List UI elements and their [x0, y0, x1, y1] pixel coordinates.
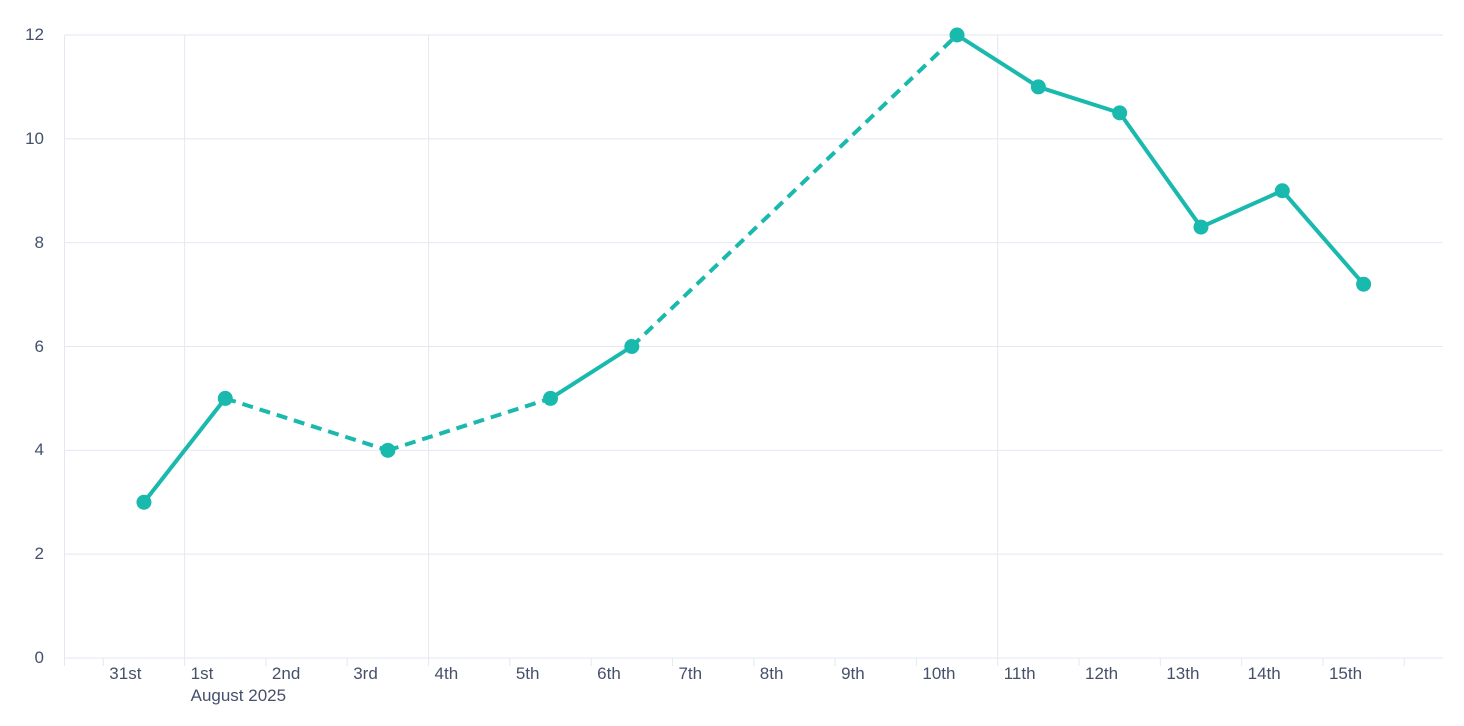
- series-segment-solid: [1117, 110, 1203, 230]
- month-label: August 2025: [190, 686, 287, 705]
- y-axis-tick-label: 0: [34, 648, 44, 667]
- data-point-marker[interactable]: [380, 442, 396, 458]
- series-segment-solid: [1280, 188, 1366, 287]
- data-point-marker[interactable]: [1030, 79, 1046, 95]
- x-axis-tick-label: 7th: [678, 664, 703, 683]
- data-point-marker[interactable]: [1193, 219, 1209, 235]
- x-axis-tick-label: 5th: [515, 664, 540, 683]
- series-segment-solid: [548, 344, 634, 401]
- x-axis-tick-label: 4th: [434, 664, 459, 683]
- x-axis-tick-label: 2nd: [271, 664, 301, 683]
- series-segment-dashed: [387, 396, 552, 453]
- data-point-marker[interactable]: [1112, 105, 1128, 121]
- series-segment-solid: [955, 33, 1041, 89]
- y-axis-tick-label: 12: [25, 25, 44, 44]
- y-axis-tick-label: 4: [34, 440, 44, 460]
- data-point-marker[interactable]: [624, 339, 640, 354]
- x-axis-tick-label: 14th: [1247, 664, 1281, 683]
- series-segment-dashed: [630, 33, 959, 348]
- data-point-marker[interactable]: [136, 494, 152, 510]
- x-axis-tick-label: 3rd: [353, 664, 378, 683]
- series-segment-solid: [1198, 188, 1285, 230]
- x-axis-tick-label: 12th: [1085, 664, 1119, 683]
- x-axis-tick-label: 10th: [922, 664, 956, 683]
- data-point-marker[interactable]: [217, 390, 233, 406]
- x-axis-tick-label: 15th: [1328, 664, 1363, 683]
- data-point-marker[interactable]: [1274, 183, 1290, 199]
- y-axis-tick-label: 2: [34, 544, 44, 564]
- x-axis-tick-label: 8th: [759, 664, 784, 683]
- x-axis-tick-label: 1st: [190, 664, 214, 683]
- y-axis-tick-label: 8: [34, 232, 44, 252]
- data-point-marker[interactable]: [543, 390, 559, 406]
- x-axis-tick-label: 31st: [109, 664, 142, 683]
- series-segment-solid: [1036, 84, 1122, 115]
- x-axis-tick-label: 6th: [597, 664, 621, 683]
- x-axis-tick-label: 11th: [1003, 664, 1036, 683]
- series-segment-dashed: [224, 396, 389, 453]
- y-axis-tick-label: 6: [34, 336, 44, 356]
- data-point-marker[interactable]: [1356, 276, 1372, 292]
- series-segment-solid: [141, 396, 228, 505]
- x-axis-tick-label: 13th: [1166, 664, 1200, 683]
- data-point-marker[interactable]: [949, 27, 965, 43]
- y-axis-tick-label: 10: [25, 128, 44, 148]
- x-axis-tick-label: 9th: [841, 664, 865, 683]
